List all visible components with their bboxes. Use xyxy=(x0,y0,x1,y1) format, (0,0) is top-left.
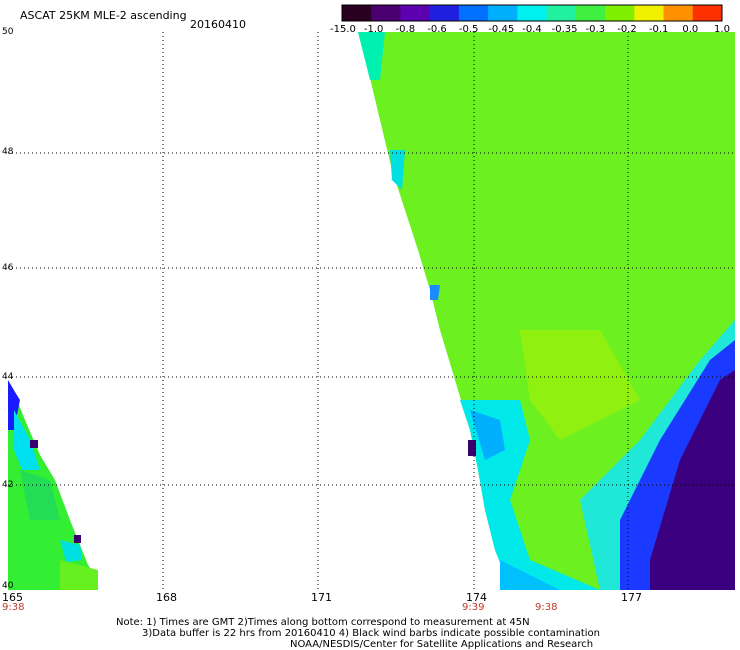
map-date: 20160410 xyxy=(190,18,246,31)
colorbar-tick-label: -0.35 xyxy=(551,24,578,35)
colorbar-tick-label: -0.6 xyxy=(427,24,447,35)
colorbar-swatch xyxy=(517,5,548,21)
east-swath-blue-pixel xyxy=(430,285,440,300)
colorbar-swatch xyxy=(663,5,694,21)
colorbar-swatch xyxy=(546,5,577,21)
east-swath-cyan-mid xyxy=(390,150,405,190)
note-line-1: Note: 1) Times are GMT 2)Times along bot… xyxy=(116,617,530,628)
west-swath-cyan-2 xyxy=(60,540,82,562)
map-title: ASCAT 25KM MLE-2 ascending xyxy=(20,9,187,22)
east-swath-purple-pixel xyxy=(468,440,476,456)
colorbar-swatch xyxy=(458,5,489,21)
colorbar-tick-label: 1.0 xyxy=(714,24,730,35)
east-swath xyxy=(358,32,735,590)
lon-label-168: 168 xyxy=(156,591,177,604)
colorbar-swatch xyxy=(342,5,372,21)
lat-label-46: 46 xyxy=(2,263,14,273)
lon-label-174: 174 xyxy=(466,591,487,604)
lat-label-44: 44 xyxy=(2,372,14,382)
east-swath-cyan-corner xyxy=(500,560,560,590)
colorbar-tick-label: -1.0 xyxy=(363,24,384,35)
lat-label-40: 40 xyxy=(2,581,14,591)
colorbar-tick-label: -0.8 xyxy=(395,24,416,35)
colorbar-tick-label: -0.5 xyxy=(458,24,479,35)
colorbar xyxy=(341,4,723,22)
colorbar-tick-label: -0.45 xyxy=(488,24,515,35)
west-swath-purple-pixel xyxy=(30,440,38,448)
note-line-2: 3)Data buffer is 22 hrs from 20160410 4)… xyxy=(142,628,600,639)
time-label-2: 9:39 xyxy=(462,602,485,613)
colorbar-tick-label: -0.2 xyxy=(617,24,637,35)
west-swath-blue-edge xyxy=(8,380,20,430)
colorbar-tick-label: -15.0 xyxy=(330,24,356,35)
west-swath-cyan xyxy=(14,410,40,470)
east-swath-purple-zone xyxy=(650,370,735,590)
lon-label-177: 177 xyxy=(621,591,642,604)
west-swath-yellowgreen xyxy=(60,560,98,590)
colorbar-swatch xyxy=(634,5,665,21)
colorbar-swatch xyxy=(692,5,723,21)
colorbar-tick-label: -0.4 xyxy=(522,24,542,35)
graticule xyxy=(8,32,735,590)
lon-label-165: 165 xyxy=(2,591,23,604)
colorbar-tick-label: -0.3 xyxy=(585,24,606,35)
east-swath-cyan-top xyxy=(358,32,385,80)
colorbar-swatch xyxy=(605,5,635,21)
colorbar-swatch xyxy=(488,5,518,21)
colorbar-swatch xyxy=(575,5,606,21)
time-label-1: 9:38 xyxy=(2,602,25,613)
lat-label-42: 42 xyxy=(2,480,14,490)
colorbar-swatch xyxy=(429,5,460,21)
east-swath-yellowgreen xyxy=(520,330,640,440)
time-label-3: 9:38 xyxy=(535,602,558,613)
lat-label-48: 48 xyxy=(2,147,14,157)
colorbar-tick-label: 0.0 xyxy=(682,24,699,35)
west-swath-green-dark xyxy=(20,470,60,520)
colorbar-tick-label: -0.1 xyxy=(648,24,669,35)
note-line-3: NOAA/NESDIS/Center for Satellite Applica… xyxy=(290,639,594,650)
colorbar-border xyxy=(341,4,723,22)
lat-label-50: 50 xyxy=(2,27,14,37)
colorbar-swatch xyxy=(371,5,401,21)
colorbar-swatch xyxy=(400,5,431,21)
west-swath-purple-pixel-2 xyxy=(74,535,81,543)
east-swath-blue-patch xyxy=(470,410,505,460)
lon-label-171: 171 xyxy=(311,591,332,604)
